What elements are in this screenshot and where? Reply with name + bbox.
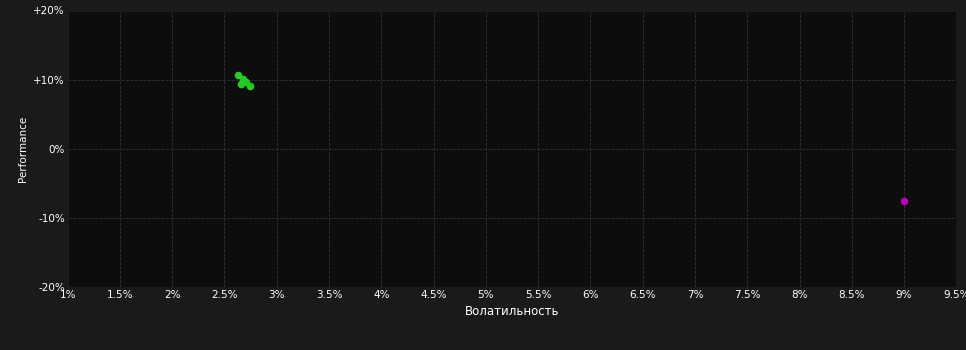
Y-axis label: Performance: Performance — [17, 116, 28, 182]
Point — [236, 76, 251, 82]
Point — [234, 81, 249, 86]
X-axis label: Волатильность: Волатильность — [465, 305, 559, 318]
Point — [242, 83, 257, 89]
Point — [230, 73, 245, 78]
Point — [896, 198, 912, 204]
Point — [239, 79, 254, 84]
